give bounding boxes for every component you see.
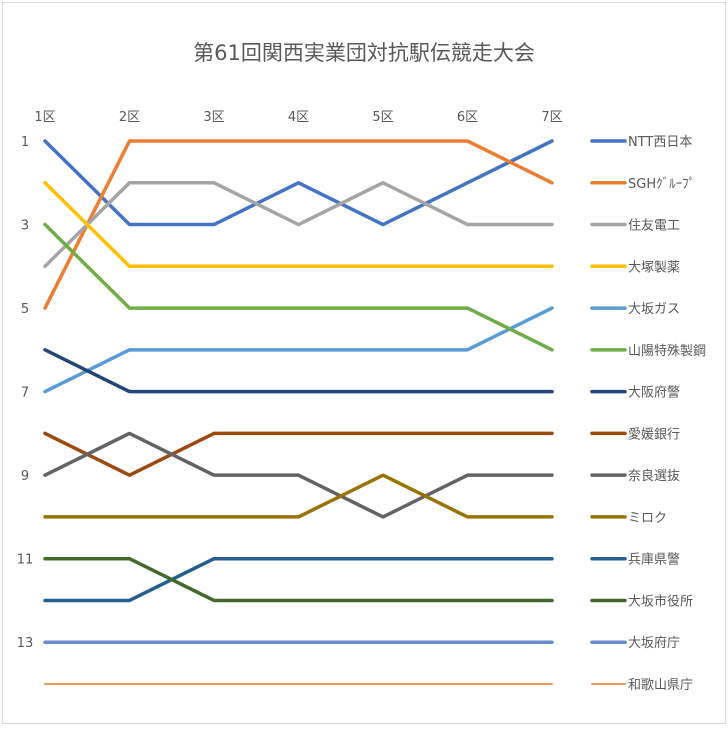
series-line bbox=[43, 556, 554, 603]
series-line bbox=[43, 139, 554, 227]
legend-label: 愛媛銀行 bbox=[628, 427, 680, 442]
series-line bbox=[43, 556, 554, 603]
x-tick-label: 4区 bbox=[288, 110, 309, 125]
x-tick-label: 6区 bbox=[457, 110, 478, 125]
x-tick-label: 7区 bbox=[541, 110, 562, 125]
legend-label: 大阪府警 bbox=[628, 385, 680, 401]
legend-label: 大塚製薬 bbox=[628, 260, 680, 275]
y-tick-label: 1 bbox=[21, 135, 29, 150]
y-tick-label: 11 bbox=[17, 553, 34, 568]
y-tick-label: 3 bbox=[21, 219, 29, 234]
legend-label: 大坂ガス bbox=[628, 302, 680, 317]
chart-title: 第61回関西実業団対抗駅伝競走大会 bbox=[193, 41, 535, 65]
y-tick-label: 5 bbox=[21, 302, 29, 317]
legend-label: 大坂府庁 bbox=[628, 636, 680, 651]
series-line bbox=[43, 431, 554, 519]
y-tick-label: 13 bbox=[17, 636, 34, 651]
series-line bbox=[43, 431, 554, 477]
x-tick-label: 2区 bbox=[119, 110, 140, 125]
series-line bbox=[43, 348, 554, 394]
y-tick-label: 9 bbox=[21, 469, 29, 484]
series-line bbox=[43, 181, 554, 269]
legend-label: 山陽特殊製鋼 bbox=[628, 344, 706, 359]
legend-label: 大坂市役所 bbox=[628, 593, 693, 609]
chart-border bbox=[2, 2, 726, 724]
series-line bbox=[43, 139, 554, 310]
series-line bbox=[43, 222, 554, 352]
x-tick-label: 1区 bbox=[34, 110, 55, 125]
legend-label: NTT西日本 bbox=[628, 135, 692, 150]
legend-label: 住友電工 bbox=[628, 218, 680, 234]
legend-label: SGHｸﾞﾙｰﾌﾟ bbox=[628, 177, 695, 192]
legend-label: 和歌山県庁 bbox=[628, 678, 693, 693]
series-line bbox=[43, 181, 554, 269]
x-tick-label: 5区 bbox=[372, 110, 393, 125]
x-tick-label: 3区 bbox=[203, 110, 224, 125]
y-tick-label: 7 bbox=[21, 386, 29, 401]
series-line bbox=[43, 473, 554, 519]
legend-label: ミロク bbox=[628, 511, 667, 526]
legend-label: 兵庫県警 bbox=[628, 552, 680, 568]
legend-label: 奈良選抜 bbox=[628, 468, 680, 484]
series-line bbox=[43, 306, 554, 394]
